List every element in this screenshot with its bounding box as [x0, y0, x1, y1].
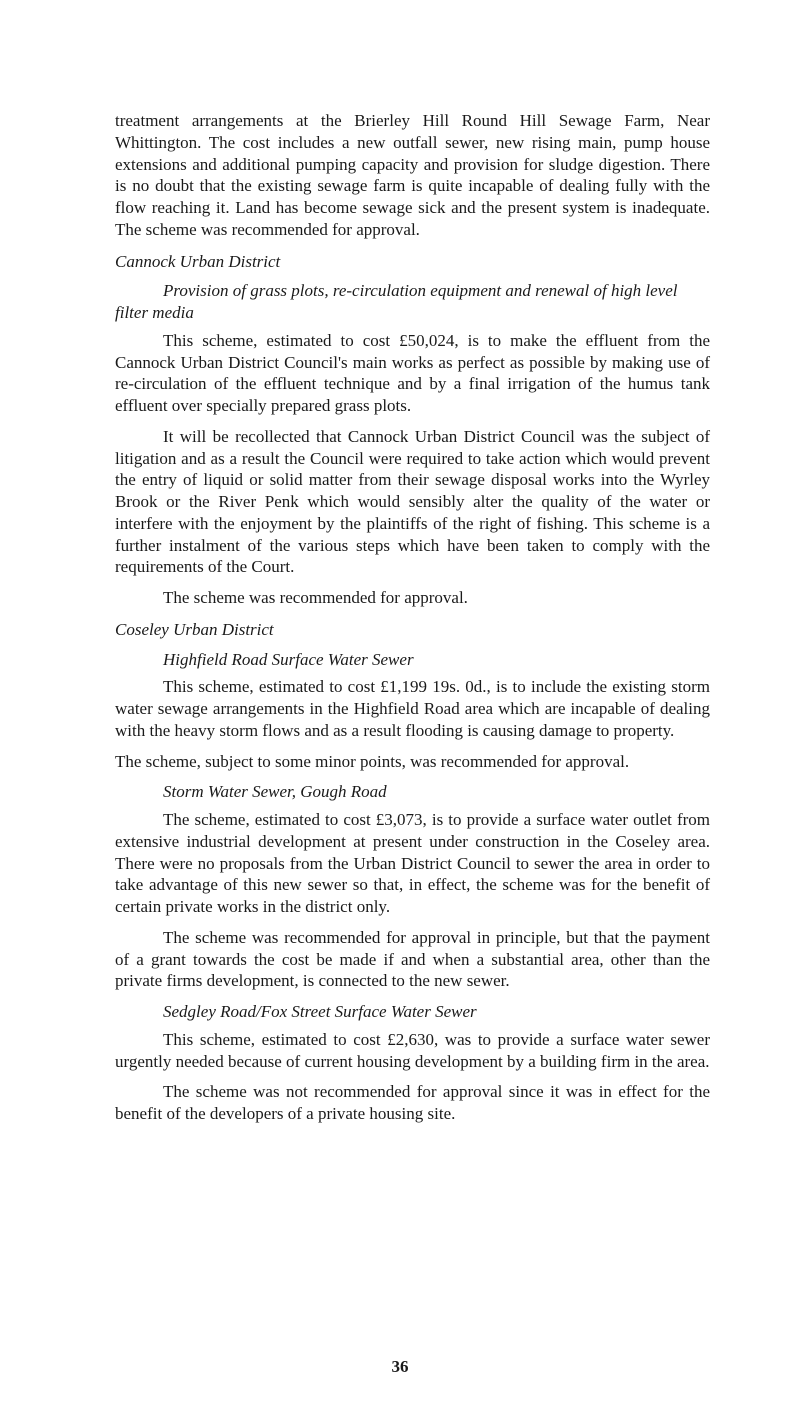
- cannock-p3: The scheme was recommended for approval.: [115, 587, 710, 609]
- cannock-p2: It will be recollected that Cannock Urba…: [115, 426, 710, 578]
- highfield-subheading: Highfield Road Surface Water Sewer: [115, 649, 710, 671]
- cannock-subheading: Provision of grass plots, re-circulation…: [115, 280, 710, 324]
- sedgley-p1: This scheme, estimated to cost £2,630, w…: [115, 1029, 710, 1073]
- coseley-heading: Coseley Urban District: [115, 619, 710, 641]
- intro-paragraph: treatment arrangements at the Brierley H…: [115, 110, 710, 241]
- gough-subheading: Storm Water Sewer, Gough Road: [115, 781, 710, 803]
- sedgley-subheading: Sedgley Road/Fox Street Surface Water Se…: [115, 1001, 710, 1023]
- cannock-heading: Cannock Urban District: [115, 251, 710, 273]
- sedgley-p2: The scheme was not recommended for appro…: [115, 1081, 710, 1125]
- gough-p1: The scheme, estimated to cost £3,073, is…: [115, 809, 710, 918]
- highfield-p1: This scheme, estimated to cost £1,199 19…: [115, 676, 710, 741]
- highfield-p2: The scheme, subject to some minor points…: [115, 751, 710, 773]
- gough-p2: The scheme was recommended for approval …: [115, 927, 710, 992]
- page-number: 36: [0, 1357, 800, 1377]
- document-page: treatment arrangements at the Brierley H…: [0, 0, 800, 1415]
- cannock-p1: This scheme, estimated to cost £50,024, …: [115, 330, 710, 417]
